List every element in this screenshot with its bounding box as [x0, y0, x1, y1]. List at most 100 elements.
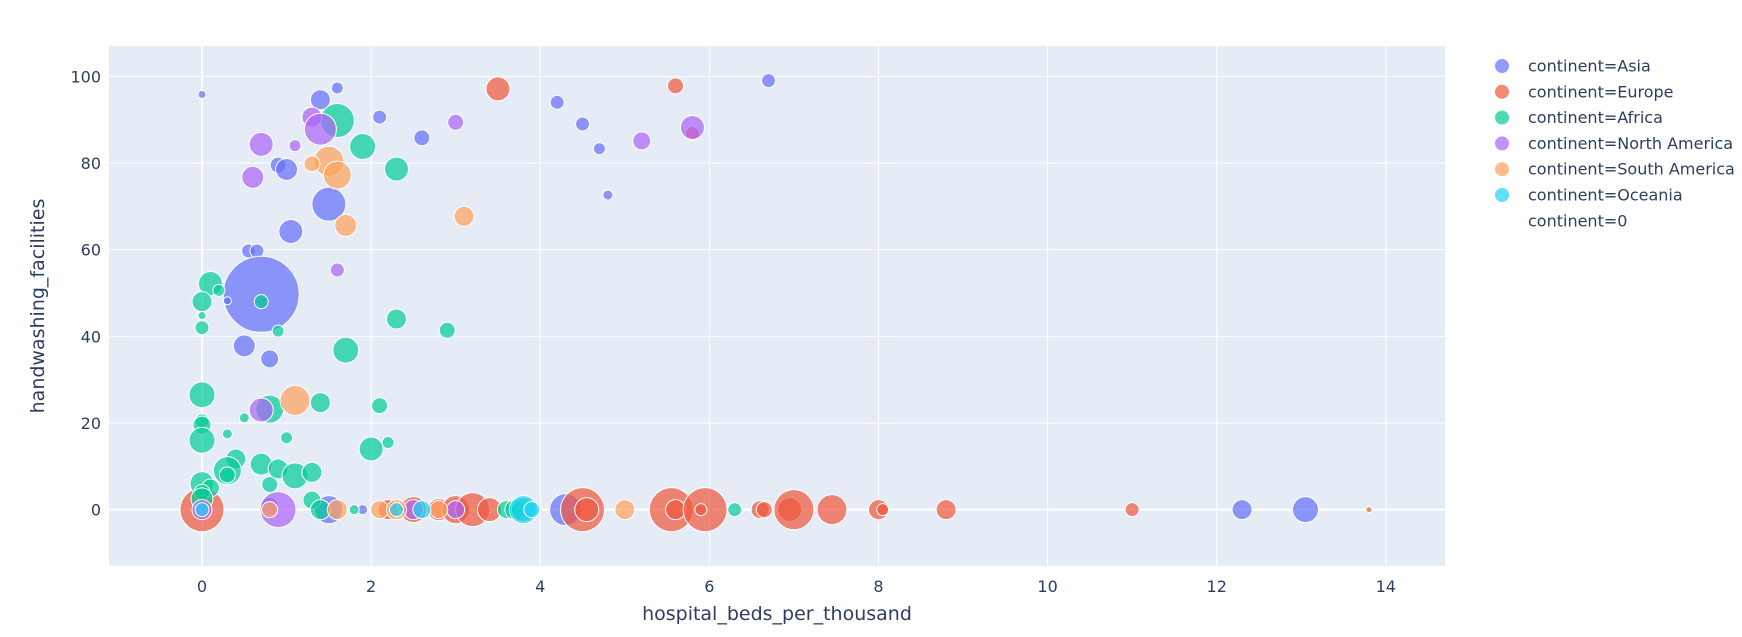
data-point[interactable]: [222, 296, 232, 306]
data-point[interactable]: [1365, 506, 1373, 514]
data-point[interactable]: [755, 501, 773, 519]
data-point[interactable]: [388, 502, 404, 518]
data-point[interactable]: [523, 501, 541, 519]
data-point[interactable]: [261, 501, 279, 519]
data-point[interactable]: [188, 426, 216, 454]
data-point[interactable]: [194, 502, 210, 518]
x-tick-label: 12: [1207, 577, 1227, 596]
data-point[interactable]: [385, 308, 407, 330]
y-tick-label: 80: [81, 154, 101, 173]
data-point[interactable]: [238, 412, 250, 424]
legend-item[interactable]: continent=Oceania: [1494, 186, 1683, 205]
data-point[interactable]: [485, 76, 511, 102]
data-point[interactable]: [278, 218, 304, 244]
data-point[interactable]: [334, 213, 358, 237]
data-point[interactable]: [679, 114, 705, 140]
data-point[interactable]: [309, 89, 331, 111]
y-tick-label: 60: [81, 241, 101, 260]
data-point[interactable]: [773, 489, 815, 531]
data-point[interactable]: [322, 160, 352, 190]
data-point[interactable]: [212, 283, 226, 297]
data-point[interactable]: [248, 397, 274, 423]
x-axis-title: hospital_beds_per_thousand: [642, 603, 912, 625]
data-point[interactable]: [349, 133, 377, 161]
data-point[interactable]: [232, 334, 256, 358]
data-point[interactable]: [574, 497, 600, 523]
data-point[interactable]: [311, 186, 347, 222]
data-point[interactable]: [453, 205, 475, 227]
data-point[interactable]: [438, 321, 456, 339]
data-point[interactable]: [1124, 502, 1140, 518]
data-point[interactable]: [301, 461, 323, 483]
legend-item[interactable]: continent=North America: [1494, 134, 1734, 153]
y-tick-label: 0: [91, 501, 101, 520]
data-point[interactable]: [412, 500, 432, 520]
data-point[interactable]: [371, 397, 389, 415]
data-point[interactable]: [348, 504, 360, 516]
data-point[interactable]: [761, 73, 777, 89]
x-tick-label: 0: [197, 577, 207, 596]
data-point[interactable]: [330, 81, 344, 95]
data-point[interactable]: [667, 77, 685, 95]
data-point[interactable]: [816, 494, 848, 526]
data-points: [179, 73, 1373, 533]
data-point[interactable]: [261, 476, 279, 494]
x-tick-label: 8: [873, 577, 883, 596]
data-point[interactable]: [876, 503, 890, 517]
data-point[interactable]: [188, 381, 216, 409]
data-point[interactable]: [332, 336, 360, 364]
data-point[interactable]: [358, 436, 384, 462]
data-point[interactable]: [253, 294, 269, 310]
x-axis-ticks: 0 2 4 6 8 10 12 14: [197, 577, 1396, 596]
data-point[interactable]: [329, 262, 345, 278]
data-point[interactable]: [288, 139, 302, 153]
y-axis-ticks: 0 20 40 60 80 100: [70, 67, 101, 519]
data-point[interactable]: [218, 466, 236, 484]
legend-item[interactable]: continent=Asia: [1494, 57, 1651, 76]
legend-label: continent=Oceania: [1528, 186, 1683, 205]
legend-item[interactable]: continent=0: [1528, 211, 1627, 230]
data-point[interactable]: [614, 499, 636, 521]
legend[interactable]: continent=Asia continent=Europe continent=…: [1494, 57, 1735, 231]
data-point[interactable]: [275, 158, 299, 181]
data-point[interactable]: [303, 155, 321, 173]
legend-marker: [1494, 161, 1510, 178]
data-point[interactable]: [194, 320, 210, 336]
legend-item[interactable]: continent=South America: [1494, 160, 1735, 179]
data-point[interactable]: [370, 500, 390, 520]
data-point[interactable]: [1231, 499, 1253, 521]
y-axis-title: handwashing_facilities: [27, 199, 49, 414]
data-point[interactable]: [241, 165, 265, 189]
data-point[interactable]: [429, 500, 449, 520]
data-point[interactable]: [197, 90, 207, 100]
data-point[interactable]: [592, 142, 606, 156]
data-point[interactable]: [383, 156, 409, 182]
data-point[interactable]: [372, 109, 388, 125]
data-point[interactable]: [632, 131, 652, 151]
data-point[interactable]: [413, 129, 431, 147]
data-point[interactable]: [248, 131, 274, 157]
data-point[interactable]: [549, 94, 565, 110]
data-point[interactable]: [602, 189, 614, 201]
legend-item[interactable]: continent=Africa: [1494, 108, 1663, 127]
data-point[interactable]: [197, 311, 207, 321]
data-point[interactable]: [260, 349, 280, 369]
data-point[interactable]: [447, 113, 465, 131]
data-point[interactable]: [665, 499, 687, 521]
data-point[interactable]: [279, 384, 311, 416]
data-point[interactable]: [280, 431, 294, 445]
legend-item[interactable]: continent=Europe: [1494, 82, 1674, 101]
data-point[interactable]: [727, 502, 743, 518]
data-point[interactable]: [575, 116, 591, 132]
data-point[interactable]: [271, 324, 285, 338]
data-point[interactable]: [326, 499, 348, 521]
data-point[interactable]: [221, 428, 233, 440]
data-point[interactable]: [446, 500, 466, 520]
data-point[interactable]: [309, 392, 331, 414]
data-point[interactable]: [935, 499, 957, 521]
data-point[interactable]: [191, 291, 213, 313]
data-point[interactable]: [694, 503, 708, 517]
data-point[interactable]: [1291, 496, 1319, 524]
data-point[interactable]: [381, 436, 395, 449]
data-point[interactable]: [303, 112, 337, 146]
